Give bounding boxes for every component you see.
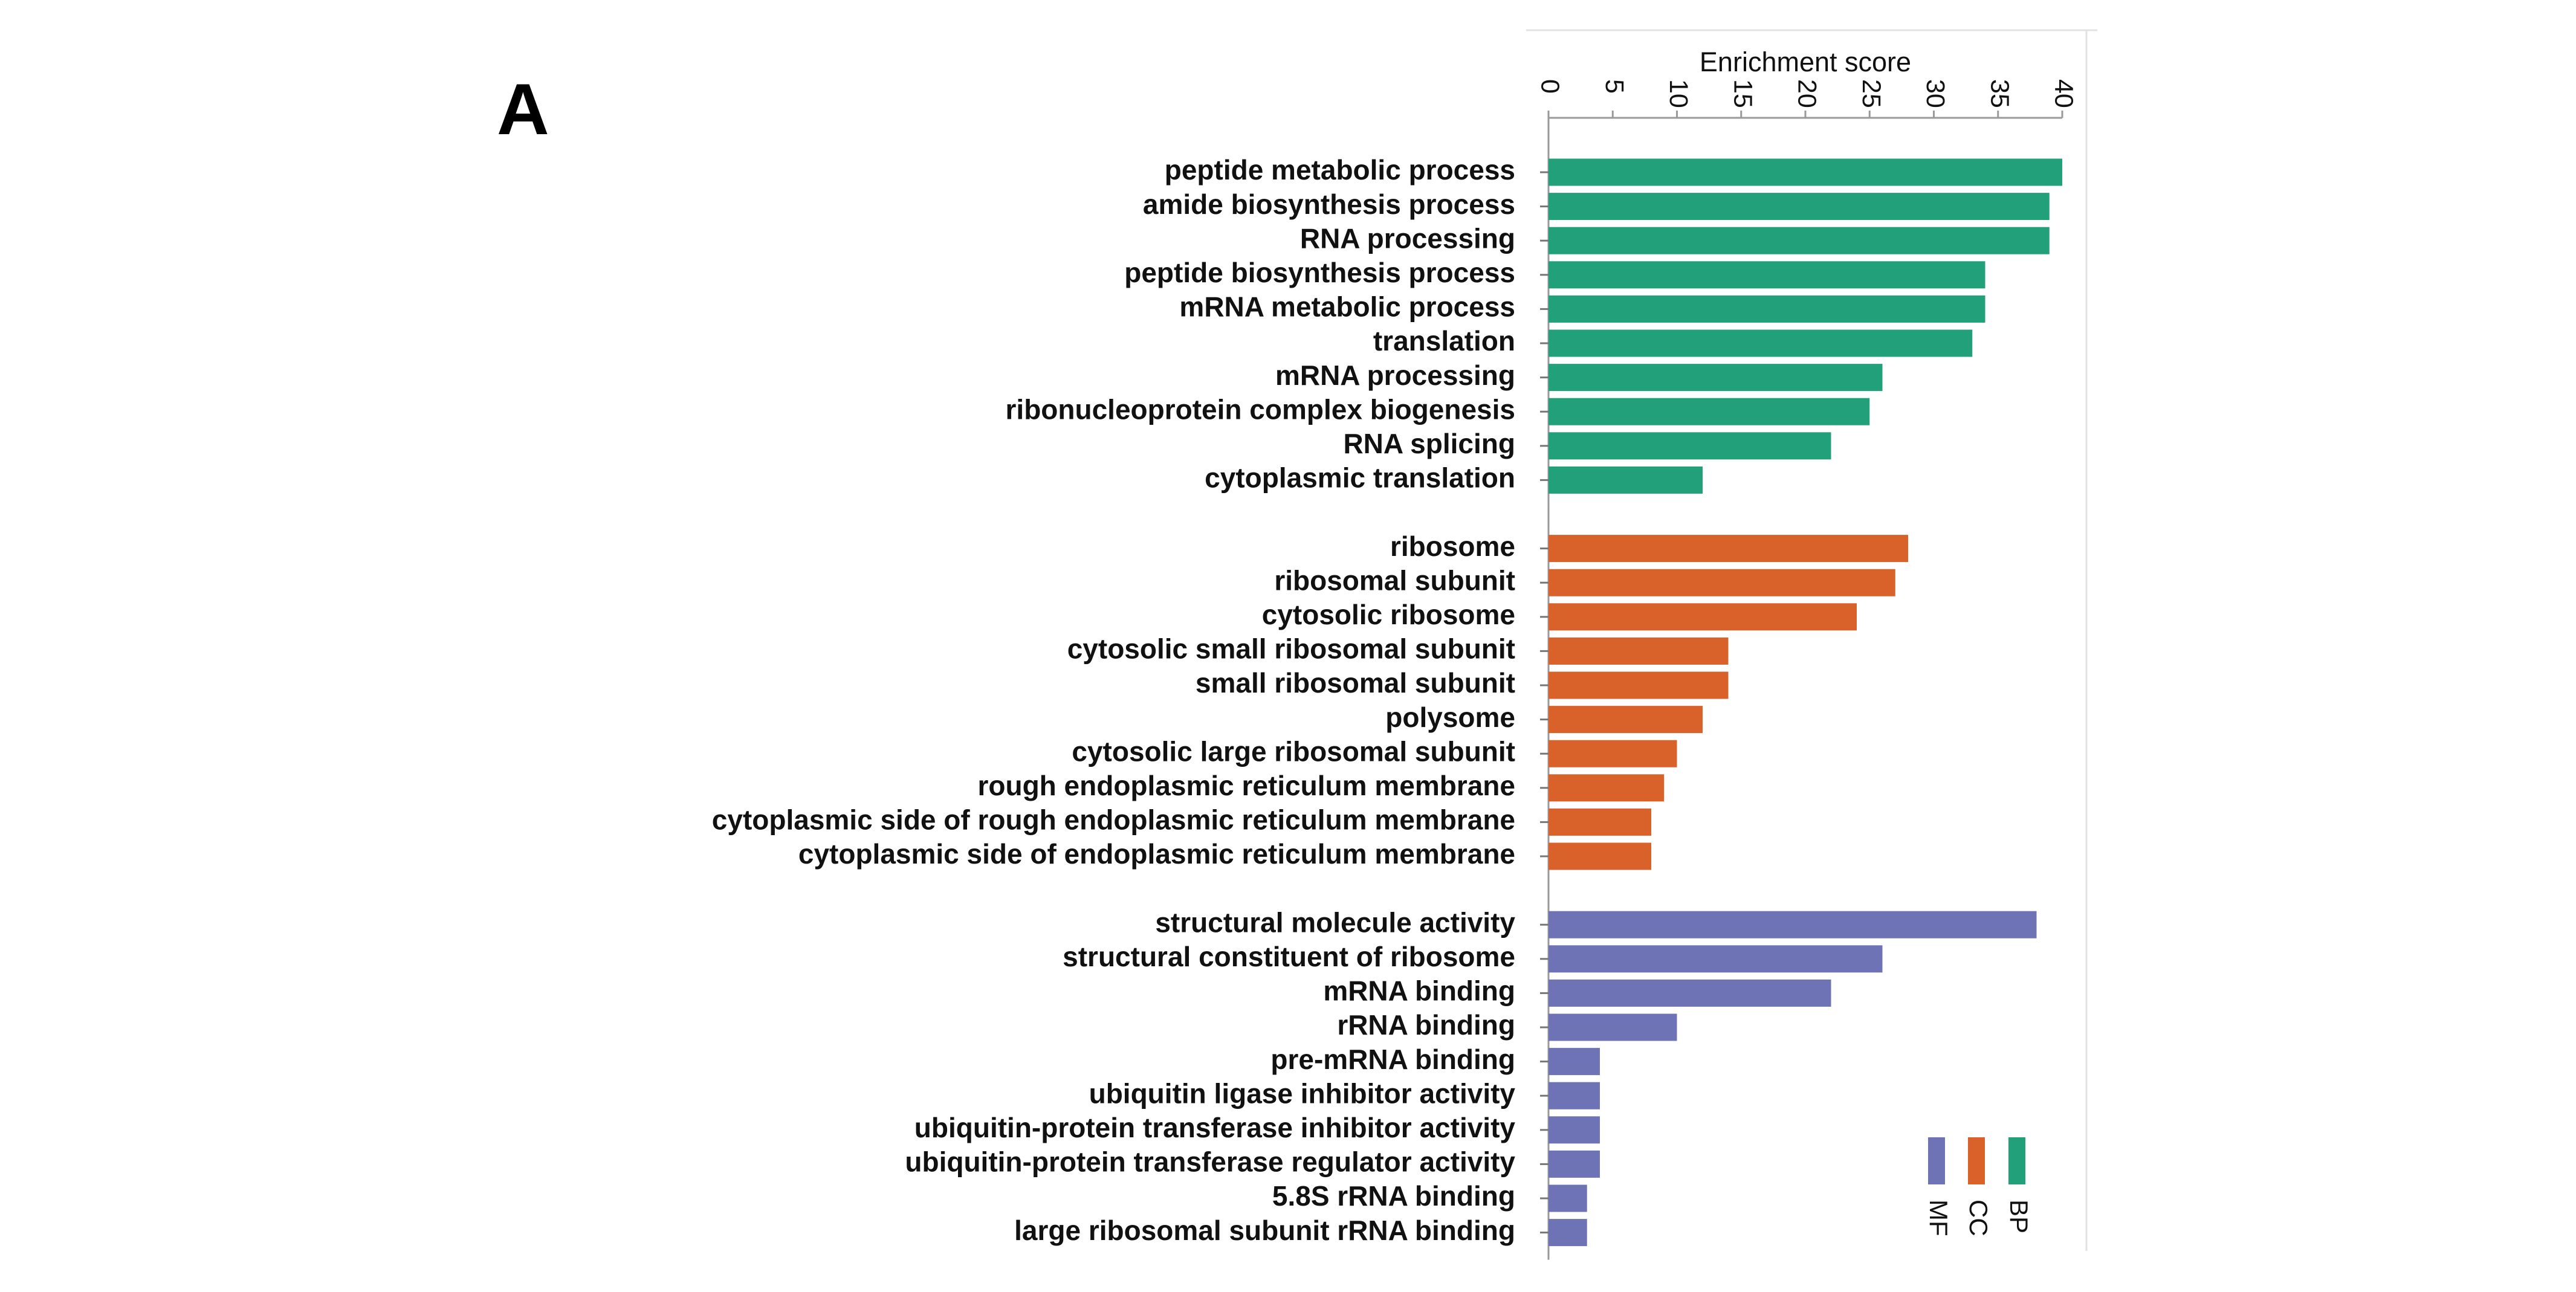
bar-ubiquitin-ligase-inhibitor-activity	[1549, 1082, 1600, 1110]
bar-cytoplasmic-side-of-endoplasmic-reticulum-membrane	[1549, 842, 1651, 870]
bar-translation	[1549, 329, 1973, 357]
bar-peptide-metabolic-process	[1549, 158, 2062, 186]
legend-swatch-bp	[2008, 1137, 2025, 1184]
category-label-small-ribosomal-subunit: small ribosomal subunit	[1196, 667, 1515, 699]
bar-ubiquitin-protein-transferase-regulator-activity	[1549, 1150, 1600, 1178]
x-tick-label-25: 25	[1857, 79, 1886, 108]
category-label-ribosome: ribosome	[1390, 531, 1515, 562]
category-label-rough-endoplasmic-reticulum-membrane: rough endoplasmic reticulum membrane	[977, 770, 1515, 801]
bar-ribonucleoprotein-complex-biogenesis	[1549, 398, 1870, 425]
bar-cytosolic-large-ribosomal-subunit	[1549, 740, 1677, 767]
legend-swatch-cc	[1968, 1137, 1985, 1184]
category-label-peptide-metabolic-process: peptide metabolic process	[1165, 154, 1515, 186]
panel-label: A	[497, 69, 549, 150]
bar-mrna-binding	[1549, 979, 1831, 1007]
x-tick-label-20: 20	[1793, 79, 1822, 108]
category-label-polysome: polysome	[1385, 702, 1515, 733]
bar-structural-molecule-activity	[1549, 911, 2037, 938]
bar-cytoplasmic-translation	[1549, 466, 1703, 494]
category-label-cytosolic-small-ribosomal-subunit: cytosolic small ribosomal subunit	[1067, 633, 1515, 665]
category-label-large-ribosomal-subunit-rrna-binding: large ribosomal subunit rRNA binding	[1014, 1215, 1515, 1246]
x-tick-label-0: 0	[1536, 79, 1565, 94]
category-label-cytosolic-ribosome: cytosolic ribosome	[1262, 599, 1515, 630]
category-label-ubiquitin-protein-transferase-inhibitor-activity: ubiquitin-protein transferase inhibitor …	[914, 1112, 1516, 1143]
bar-small-ribosomal-subunit	[1549, 671, 1729, 699]
bar-cytosolic-ribosome	[1549, 603, 1857, 631]
category-label-structural-molecule-activity: structural molecule activity	[1155, 906, 1515, 938]
category-label-ubiquitin-ligase-inhibitor-activity: ubiquitin ligase inhibitor activity	[1089, 1077, 1516, 1109]
legend-label-mf: MF	[1924, 1200, 1953, 1236]
bar-cytoplasmic-side-of-rough-endoplasmic-reticulum-membrane	[1549, 808, 1651, 836]
bar-ubiquitin-protein-transferase-inhibitor-activity	[1549, 1116, 1600, 1144]
bar-mrna-processing	[1549, 364, 1883, 392]
bar-rna-processing	[1549, 227, 2050, 254]
legend-label-bp: BP	[2005, 1200, 2033, 1233]
x-tick-label-15: 15	[1728, 79, 1757, 108]
bar-mrna-metabolic-process	[1549, 295, 1985, 323]
category-label-ribosomal-subunit: ribosomal subunit	[1274, 564, 1515, 596]
category-label-pre-mrna-binding: pre-mRNA binding	[1270, 1044, 1515, 1075]
category-label-amide-biosynthesis-process: amide biosynthesis process	[1143, 189, 1515, 220]
bar-rough-endoplasmic-reticulum-membrane	[1549, 774, 1665, 802]
bar-ribosomal-subunit	[1549, 569, 1895, 596]
x-tick-label-5: 5	[1600, 79, 1629, 94]
category-label-5-8s-rrna-binding: 5.8S rRNA binding	[1272, 1180, 1515, 1212]
bar-ribosome	[1549, 535, 1908, 563]
category-label-ubiquitin-protein-transferase-regulator-activity: ubiquitin-protein transferase regulator …	[905, 1146, 1515, 1178]
category-label-mrna-metabolic-process: mRNA metabolic process	[1179, 291, 1515, 323]
category-label-structural-constituent-of-ribosome: structural constituent of ribosome	[1063, 941, 1515, 972]
x-tick-label-30: 30	[1921, 79, 1950, 108]
legend: BP CC MF	[1924, 1137, 2033, 1236]
category-label-rrna-binding: rRNA binding	[1337, 1009, 1515, 1041]
bar-pre-mrna-binding	[1549, 1048, 1600, 1076]
bar-peptide-biosynthesis-process	[1549, 261, 1985, 289]
legend-label-cc: CC	[1964, 1200, 1993, 1236]
bar-rrna-binding	[1549, 1013, 1677, 1041]
category-label-peptide-biosynthesis-process: peptide biosynthesis process	[1124, 257, 1515, 288]
bar-structural-constituent-of-ribosome	[1549, 945, 1883, 973]
category-label-rna-splicing: RNA splicing	[1343, 428, 1515, 459]
plot-frame	[1526, 29, 2097, 1251]
category-label-cytoplasmic-side-of-endoplasmic-reticulum-membrane: cytoplasmic side of endoplasmic reticulu…	[798, 838, 1515, 870]
category-label-cytosolic-large-ribosomal-subunit: cytosolic large ribosomal subunit	[1072, 735, 1515, 767]
bar-cytosolic-small-ribosomal-subunit	[1549, 637, 1729, 665]
x-axis-title: Enrichment score	[1700, 47, 1911, 77]
category-label-mrna-binding: mRNA binding	[1323, 975, 1515, 1007]
bar-amide-biosynthesis-process	[1549, 193, 2050, 221]
x-axis: 0 5 10 15 20 25 30 35 40	[1536, 79, 2079, 1260]
bar-series	[1540, 158, 2062, 1247]
category-label-translation: translation	[1373, 325, 1515, 357]
category-label-ribonucleoprotein-complex-biogenesis: ribonucleoprotein complex biogenesis	[1006, 393, 1515, 425]
x-tick-label-10: 10	[1664, 79, 1693, 108]
bar-large-ribosomal-subunit-rrna-binding	[1549, 1219, 1587, 1247]
category-label-cytoplasmic-side-of-rough-endoplasmic-reticulum-membrane: cytoplasmic side of rough endoplasmic re…	[712, 804, 1515, 836]
x-tick-label-35: 35	[1985, 79, 2014, 108]
bar-rna-splicing	[1549, 432, 1831, 460]
category-label-rna-processing: RNA processing	[1300, 222, 1515, 254]
bar-5-8s-rrna-binding	[1549, 1184, 1587, 1212]
x-tick-label-40: 40	[2050, 79, 2079, 108]
legend-swatch-mf	[1928, 1137, 1945, 1184]
bar-polysome	[1549, 706, 1703, 734]
category-label-mrna-processing: mRNA processing	[1275, 360, 1515, 391]
category-label-cytoplasmic-translation: cytoplasmic translation	[1205, 462, 1515, 494]
